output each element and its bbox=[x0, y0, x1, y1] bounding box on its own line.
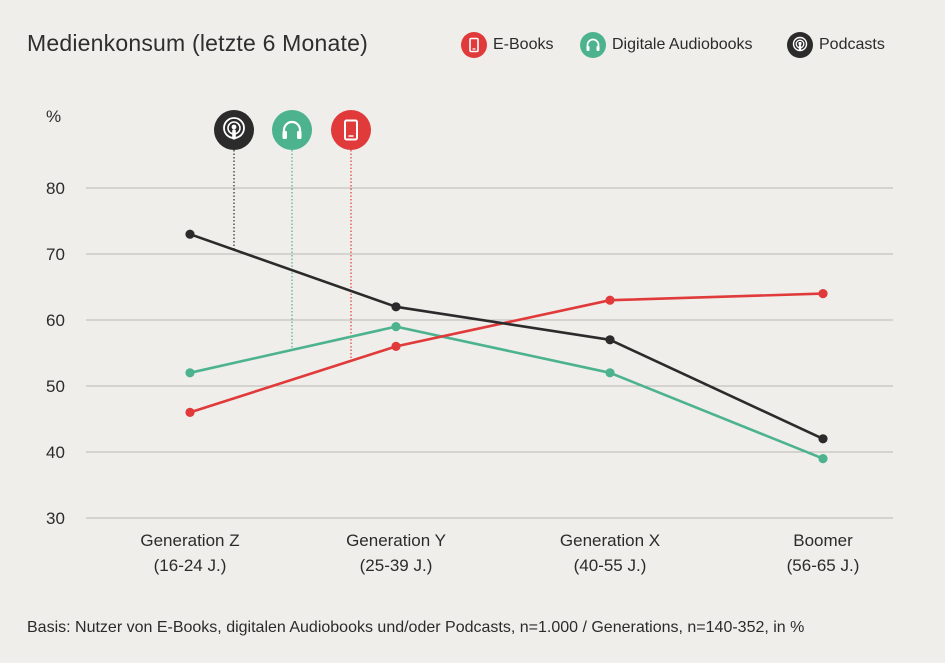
headphones-icon bbox=[272, 110, 312, 150]
audiobooks-point bbox=[391, 322, 401, 332]
y-axis: 80 70 60 50 40 30 bbox=[46, 179, 65, 528]
legend-item-audiobooks: Digitale Audiobooks bbox=[580, 30, 753, 60]
audiobooks-point bbox=[185, 368, 195, 378]
x-category-label: Boomer bbox=[793, 531, 853, 550]
audiobooks-point bbox=[818, 454, 828, 464]
audiobooks-point bbox=[605, 368, 615, 378]
series-markers bbox=[214, 110, 371, 361]
data-points bbox=[185, 229, 828, 464]
x-category-sublabel: (25-39 J.) bbox=[360, 556, 433, 575]
x-category-sublabel: (40-55 J.) bbox=[574, 556, 647, 575]
podcasts-point bbox=[818, 434, 828, 444]
podcasts-line bbox=[189, 232, 824, 440]
y-axis-label: % bbox=[46, 107, 61, 126]
x-category-label: Generation Z bbox=[140, 531, 239, 550]
x-category-label: Generation X bbox=[560, 531, 660, 550]
ebooks-point bbox=[605, 295, 615, 305]
gridlines bbox=[86, 187, 893, 519]
legend-item-podcasts: Podcasts bbox=[787, 30, 885, 60]
legend-label-podcasts: Podcasts bbox=[819, 36, 885, 53]
x-axis: Generation Z (16-24 J.) Generation Y (25-39… bbox=[140, 531, 859, 575]
tablet-icon bbox=[461, 32, 487, 58]
x-category-label: Generation Y bbox=[346, 531, 446, 550]
podcast-icon bbox=[787, 32, 813, 58]
podcasts-point bbox=[185, 229, 195, 239]
y-tick-label: 70 bbox=[46, 245, 65, 264]
y-tick-label: 50 bbox=[46, 377, 65, 396]
audiobooks-line bbox=[189, 325, 824, 460]
x-category-sublabel: (16-24 J.) bbox=[154, 556, 227, 575]
tablet-icon bbox=[331, 110, 371, 150]
legend-label-ebooks: E-Books bbox=[493, 36, 554, 53]
y-tick-label: 80 bbox=[46, 179, 65, 198]
series-lines bbox=[189, 232, 824, 460]
podcasts-point bbox=[605, 335, 615, 345]
legend-label-audiobooks: Digitale Audiobooks bbox=[612, 36, 753, 53]
podcasts-point bbox=[391, 302, 401, 312]
chart-title: Medienkonsum (letzte 6 Monate) bbox=[27, 30, 368, 56]
legend-item-ebooks: E-Books bbox=[461, 30, 553, 60]
ebooks-point bbox=[818, 289, 828, 299]
podcast-icon bbox=[214, 110, 254, 150]
ebooks-point bbox=[391, 341, 401, 351]
y-tick-label: 40 bbox=[46, 443, 65, 462]
headphones-icon bbox=[580, 32, 606, 58]
x-category-sublabel: (56-65 J.) bbox=[787, 556, 860, 575]
ebooks-point bbox=[185, 407, 195, 417]
y-tick-label: 60 bbox=[46, 311, 65, 330]
y-tick-label: 30 bbox=[46, 509, 65, 528]
footnote: Basis: Nutzer von E-Books, digitalen Aud… bbox=[27, 619, 805, 636]
